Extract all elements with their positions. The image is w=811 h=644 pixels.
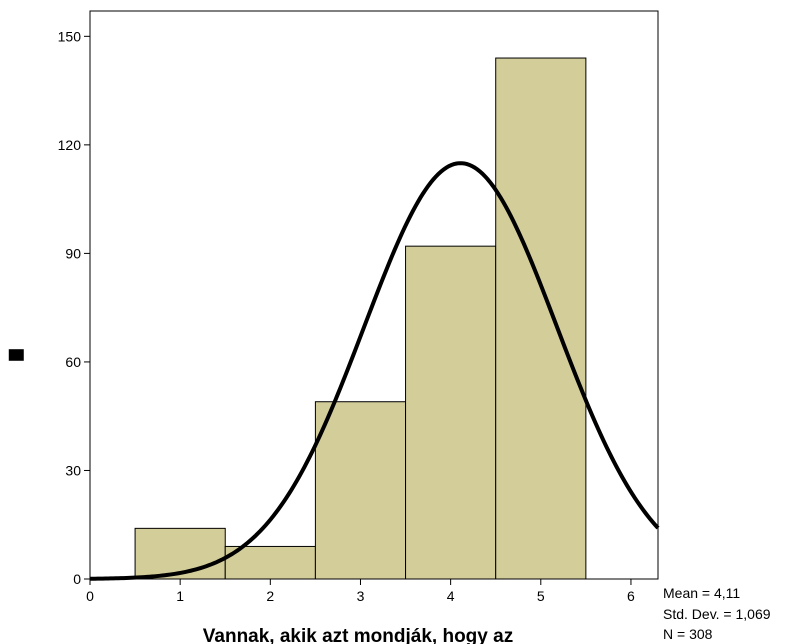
- y-tick-label: 30: [65, 462, 81, 478]
- x-tick-label: 6: [627, 588, 635, 604]
- axes-layer: [89, 10, 659, 580]
- bars-layer: [134, 57, 587, 580]
- y-tick-label: 120: [58, 137, 82, 153]
- x-tick-label: 4: [447, 588, 455, 604]
- x-tick-label: 1: [176, 588, 184, 604]
- stats-box: Mean = 4,11 Std. Dev. = 1,069 N = 308: [663, 585, 771, 642]
- x-axis-label: Vannak, akik azt mondják, hogy az: [203, 626, 513, 644]
- x-tick-label: 2: [266, 588, 274, 604]
- y-tick-label: 60: [65, 354, 81, 370]
- histogram-bar-5: [495, 57, 587, 580]
- histogram-bar-2: [224, 545, 316, 580]
- plot-frame: [89, 10, 659, 580]
- y-tick-label: 90: [65, 245, 81, 261]
- x-tick-label: 3: [357, 588, 365, 604]
- ticks-layer: 0 30 60 90 120 150 0 1 2 3 4 5 6: [58, 28, 635, 604]
- stats-std-dev: Std. Dev. = 1,069: [663, 606, 771, 622]
- y-tick-label: 0: [73, 571, 81, 587]
- normal-curve: [89, 161, 660, 581]
- histogram-bar-1: [134, 527, 226, 580]
- histogram-bar-3: [314, 401, 407, 580]
- stats-mean: Mean = 4,11: [663, 585, 740, 601]
- histogram-bar-4: [405, 245, 497, 580]
- y-tick-label: 150: [58, 28, 82, 44]
- stats-n: N = 308: [663, 626, 713, 642]
- y-axis-label: ▇: [7, 348, 24, 361]
- x-tick-label: 0: [86, 588, 94, 604]
- x-tick-label: 5: [537, 588, 545, 604]
